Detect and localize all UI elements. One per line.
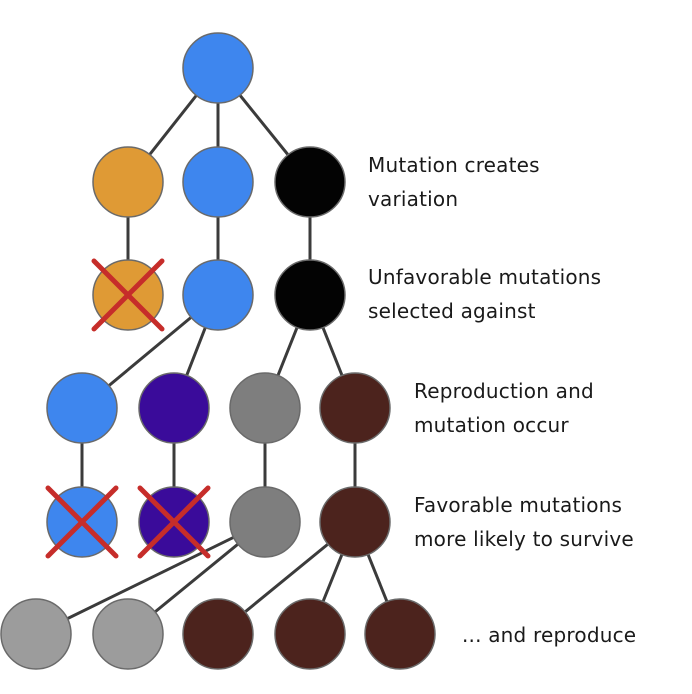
node-g1-blue <box>182 146 254 218</box>
elimination-marks <box>45 258 211 559</box>
node-g1-orange <box>92 146 164 218</box>
caption-unfavorable-selected-against: Unfavorable mutations selected against <box>368 260 601 328</box>
cross-mark-g2-orange <box>91 258 165 332</box>
caption-line: more likely to survive <box>414 527 634 551</box>
node-g3-brown <box>319 372 391 444</box>
caption-line: variation <box>368 187 459 211</box>
node-root <box>182 32 254 104</box>
caption-favorable-more-likely-survive: Favorable mutations more likely to survi… <box>414 488 634 556</box>
cross-stroke <box>137 485 211 559</box>
caption-reproduction-and-mutation: Reproduction and mutation occur <box>414 374 594 442</box>
caption-line: Mutation creates <box>368 153 540 177</box>
caption-and-reproduce: ... and reproduce <box>462 618 636 652</box>
node-g4-gray <box>229 486 301 558</box>
caption-line: Favorable mutations <box>414 493 623 517</box>
cross-stroke <box>45 485 119 559</box>
caption-line: Reproduction and <box>414 379 594 403</box>
node-g3-purple <box>138 372 210 444</box>
node-g5-brown-3 <box>364 598 436 670</box>
cross-mark-g4-blue <box>45 485 119 559</box>
caption-line: selected against <box>368 299 536 323</box>
node-g2-black <box>274 259 346 331</box>
caption-line: ... and reproduce <box>462 623 637 647</box>
cross-stroke <box>91 258 165 332</box>
tree-nodes <box>0 32 436 670</box>
node-g3-blue <box>46 372 118 444</box>
node-g2-blue <box>182 259 254 331</box>
node-g5-brown-2 <box>274 598 346 670</box>
node-g5-gray-1 <box>0 598 72 670</box>
node-g1-black <box>274 146 346 218</box>
cross-mark-g4-purple <box>137 485 211 559</box>
caption-line: mutation occur <box>414 413 569 437</box>
caption-line: Unfavorable mutations <box>368 265 602 289</box>
node-g3-gray <box>229 372 301 444</box>
edge-g4-gray-to-g5-gray-1 <box>35 520 266 636</box>
node-g5-brown-1 <box>182 598 254 670</box>
caption-mutation-creates-variation: Mutation creates variation <box>368 148 540 216</box>
node-g5-gray-2 <box>92 598 164 670</box>
node-g4-brown <box>319 486 391 558</box>
